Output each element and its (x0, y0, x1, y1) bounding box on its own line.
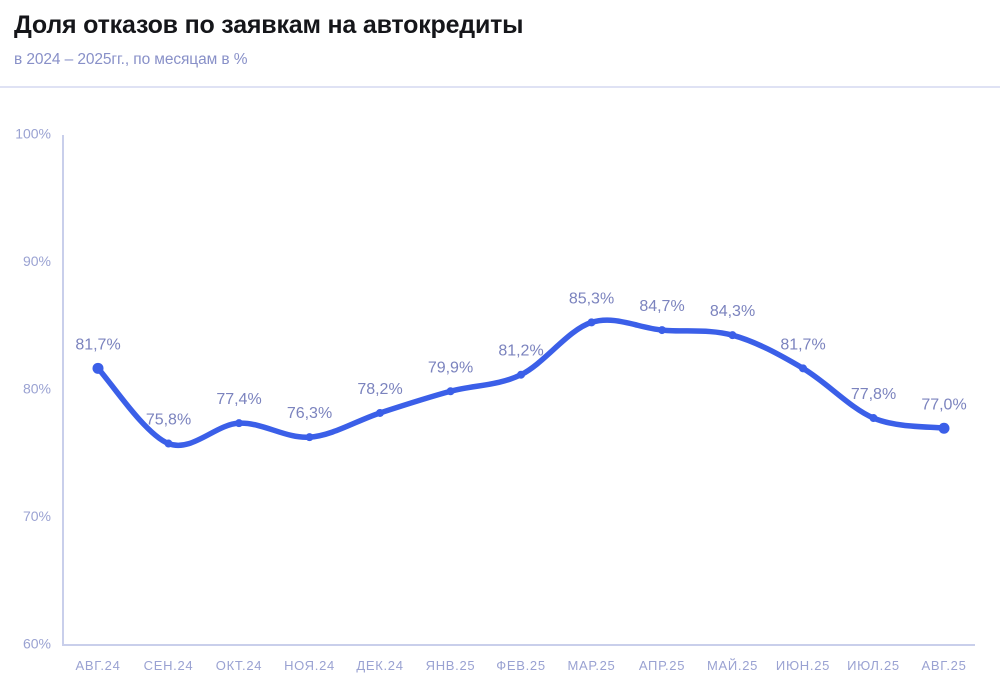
data-point-label: 77,8% (851, 386, 896, 403)
x-axis-tick: МАР.25 (568, 658, 616, 673)
x-axis-tick: ДЕК.24 (356, 658, 403, 673)
data-point (517, 370, 525, 379)
x-axis-tick: МАЙ.25 (707, 658, 758, 673)
data-point (658, 326, 666, 335)
x-axis-tick: СЕН.24 (144, 658, 194, 673)
x-axis-tick: ОКТ.24 (216, 658, 262, 673)
data-point-markers (92, 318, 950, 448)
chart-subtitle: в 2024 – 2025гг., по месяцам в % (14, 51, 248, 68)
x-axis-tick: НОЯ.24 (284, 658, 335, 673)
y-axis-tick: 80% (23, 381, 51, 397)
data-point (446, 387, 455, 396)
page-title: Доля отказов по заявкам на автокредиты (14, 11, 524, 39)
data-point (376, 408, 384, 417)
data-point (305, 433, 314, 442)
chart-header: Доля отказов по заявкам на автокредиты в… (0, 0, 1000, 88)
data-point (799, 364, 807, 373)
x-axis-tick: АВГ.24 (75, 658, 120, 673)
data-point (92, 362, 104, 374)
x-axis-tick: ФЕВ.25 (496, 658, 546, 673)
chart-axis-lines (62, 135, 975, 646)
data-point-label: 81,7% (780, 336, 825, 353)
data-point (164, 439, 173, 448)
x-axis-tick-labels: АВГ.24 СЕН.24 ОКТ.24 НОЯ.24 ДЕК.24 ЯНВ.25 ФЕВ.… (75, 658, 966, 673)
data-point-label: 84,7% (639, 298, 684, 315)
y-axis-tick: 90% (23, 253, 51, 269)
data-point-label: 78,2% (357, 381, 402, 398)
data-point-label: 75,8% (146, 412, 191, 429)
data-point (235, 419, 243, 428)
y-axis-tick: 70% (23, 508, 51, 524)
y-axis-tick-labels: 60% 70% 80% 90% 100% (15, 126, 51, 652)
data-point (938, 422, 950, 434)
data-point-labels: 81,7% 75,8% 77,4% 76,3% 78,2% 79,9% 81,2% 85,3%… (75, 290, 966, 428)
x-axis-tick: ЯНВ.25 (426, 658, 476, 673)
x-axis-tick: АПР.25 (639, 658, 685, 673)
y-axis-tick: 60% (23, 636, 51, 652)
data-point (869, 414, 878, 423)
y-axis-tick: 100% (15, 126, 51, 142)
x-axis-tick: ИЮН.25 (776, 658, 830, 673)
chart-plot-area: 60% 70% 80% 90% 100% 81,7% 75,8% 77,4% 76,3% 78,… (0, 88, 1000, 687)
data-point-label: 76,3% (287, 405, 332, 422)
data-point-label: 81,2% (498, 343, 543, 360)
x-axis-tick: ИЮЛ.25 (847, 658, 900, 673)
data-point (587, 318, 596, 327)
data-point-label: 77,0% (921, 396, 966, 413)
data-point-label: 79,9% (428, 359, 473, 376)
data-point-label: 81,7% (75, 336, 120, 353)
x-axis-tick: АВГ.25 (921, 658, 966, 673)
data-point-label: 85,3% (569, 290, 614, 307)
line-chart: 60% 70% 80% 90% 100% 81,7% 75,8% 77,4% 76,3% 78,… (15, 126, 975, 673)
data-point-label: 77,4% (216, 391, 261, 408)
data-point-label: 84,3% (710, 303, 755, 320)
data-point (728, 331, 737, 340)
